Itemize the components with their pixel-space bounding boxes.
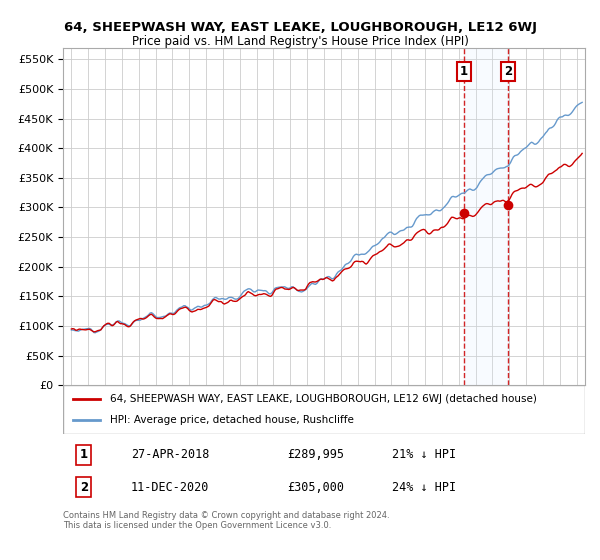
Text: 11-DEC-2020: 11-DEC-2020 xyxy=(131,480,209,493)
Text: 24% ↓ HPI: 24% ↓ HPI xyxy=(392,480,456,493)
Text: 2: 2 xyxy=(80,480,88,493)
Text: Contains HM Land Registry data © Crown copyright and database right 2024.
This d: Contains HM Land Registry data © Crown c… xyxy=(63,511,389,530)
Bar xyxy=(464,48,508,385)
Text: 64, SHEEPWASH WAY, EAST LEAKE, LOUGHBOROUGH, LE12 6WJ: 64, SHEEPWASH WAY, EAST LEAKE, LOUGHBORO… xyxy=(64,21,536,34)
Text: £305,000: £305,000 xyxy=(287,480,344,493)
Text: 64, SHEEPWASH WAY, EAST LEAKE, LOUGHBOROUGH, LE12 6WJ (detached house): 64, SHEEPWASH WAY, EAST LEAKE, LOUGHBORO… xyxy=(110,394,537,404)
Text: 21% ↓ HPI: 21% ↓ HPI xyxy=(392,448,456,461)
Text: 1: 1 xyxy=(80,448,88,461)
FancyBboxPatch shape xyxy=(63,385,585,434)
Text: HPI: Average price, detached house, Rushcliffe: HPI: Average price, detached house, Rush… xyxy=(110,416,354,426)
Text: Price paid vs. HM Land Registry's House Price Index (HPI): Price paid vs. HM Land Registry's House … xyxy=(131,35,469,48)
Text: £289,995: £289,995 xyxy=(287,448,344,461)
Text: 27-APR-2018: 27-APR-2018 xyxy=(131,448,209,461)
Text: 1: 1 xyxy=(460,65,468,78)
Text: 2: 2 xyxy=(505,65,512,78)
